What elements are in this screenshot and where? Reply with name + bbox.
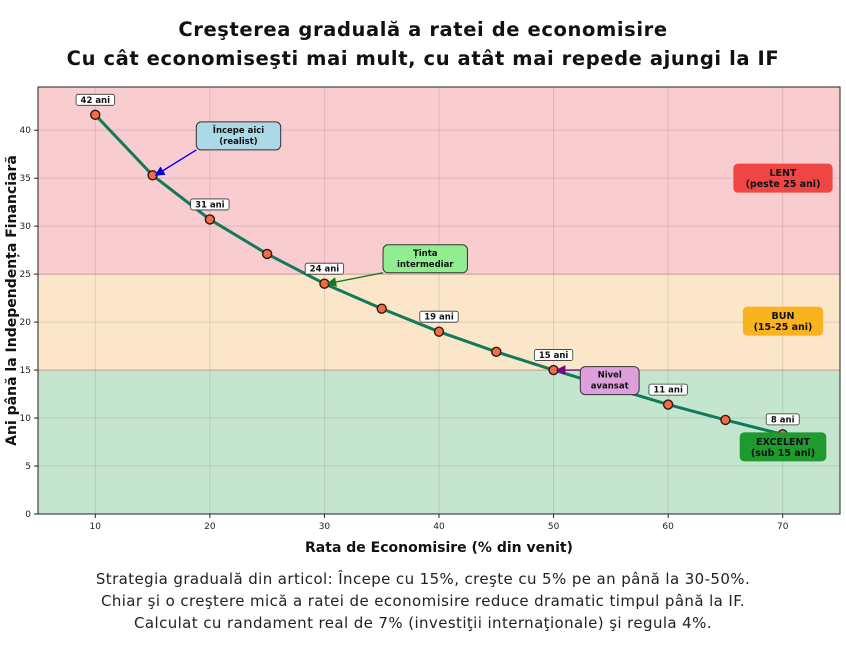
y-tick-label: 10 xyxy=(20,414,32,424)
zone-label-text: EXCELENT xyxy=(756,437,810,448)
y-tick-label: 40 xyxy=(20,126,32,136)
data-point xyxy=(204,214,216,225)
x-tick-label: 10 xyxy=(90,522,102,532)
annotation-text: intermediar xyxy=(397,260,454,270)
footer-line-2: Chiar şi o creştere mică a ratei de econ… xyxy=(100,592,746,610)
annotation-box xyxy=(195,121,282,151)
y-tick-label: 5 xyxy=(25,462,31,472)
annotation-text: Începe aici xyxy=(213,124,265,136)
annotation-box xyxy=(382,244,468,274)
zone-bands xyxy=(38,87,840,514)
point-label-box xyxy=(533,349,574,361)
y-tick-label: 35 xyxy=(20,174,31,184)
zone-labels: LENT(peste 25 ani) BUN(15-25 ani) EXCELENT… xyxy=(733,163,833,462)
point-label: 15 ani xyxy=(539,351,569,361)
point-label-box xyxy=(304,262,345,275)
chart-title: Creşterea graduală a ratei de economisir… xyxy=(178,18,668,41)
zone-label-text: (peste 25 ani) xyxy=(746,179,821,190)
point-labels: 42 ani 31 ani 24 ani 19 ani 15 ani 11 ani 8 an… xyxy=(75,93,800,426)
x-tick-label: 60 xyxy=(662,522,674,532)
x-tick-label: 20 xyxy=(204,522,216,532)
data-point xyxy=(261,248,273,260)
zone-label-text: (sub 15 ani) xyxy=(751,448,815,459)
data-point xyxy=(720,414,731,426)
data-point xyxy=(376,303,387,314)
x-axis-label: Rata de Economisire (% din venit) xyxy=(305,540,573,556)
y-tick-label: 20 xyxy=(20,318,32,328)
y-axis-label: Ani până la Independența Financiară xyxy=(4,155,20,446)
x-tick-label: 30 xyxy=(319,522,331,532)
point-label-box xyxy=(765,413,800,426)
zone-band xyxy=(38,87,840,275)
zone-label-text: BUN xyxy=(772,311,795,322)
x-tick-label: 40 xyxy=(433,522,445,532)
zone-label-box xyxy=(739,432,827,462)
footer-line-3: Calculat cu randament real de 7% (invest… xyxy=(134,614,712,632)
point-label: 8 ani xyxy=(771,415,795,425)
footer-line-1: Strategia graduală din articol: Începe c… xyxy=(95,570,751,588)
chart-subtitle: Cu cât economiseşti mai mult, cu atât ma… xyxy=(66,47,780,70)
annotation-arrow xyxy=(326,272,384,287)
y-tick-label: 25 xyxy=(20,270,31,280)
data-point xyxy=(491,346,502,358)
x-tick-label: 50 xyxy=(548,522,560,532)
point-label: 42 ani xyxy=(81,96,111,106)
annotation-text: (realist) xyxy=(219,137,258,147)
axis-ticks: 10 20 30 40 50 60 70 0 5 10 15 20 25 30 35 40 xyxy=(20,126,789,532)
point-label: 19 ani xyxy=(424,313,454,323)
point-label: 24 ani xyxy=(310,265,340,275)
x-tick-label: 70 xyxy=(777,522,789,532)
zone-label-box xyxy=(733,163,833,193)
annotation-text: Nivel xyxy=(598,371,622,381)
point-label-box xyxy=(190,198,230,211)
y-tick-label: 0 xyxy=(25,510,31,520)
annotation-arrow xyxy=(154,149,197,176)
point-label: 31 ani xyxy=(195,200,225,210)
zone-band xyxy=(38,370,840,514)
y-tick-label: 15 xyxy=(20,366,31,376)
annotation-text: avansat xyxy=(591,382,629,392)
zone-label-text: LENT xyxy=(770,168,797,179)
zone-label-text: (15-25 ani) xyxy=(754,322,813,333)
point-label-box xyxy=(75,93,115,106)
annotation-box xyxy=(579,366,640,396)
y-tick-label: 30 xyxy=(20,222,32,232)
point-label: 11 ani xyxy=(653,386,683,396)
zone-label-box xyxy=(742,306,824,336)
data-point xyxy=(433,326,445,337)
data-point xyxy=(90,109,101,121)
data-point xyxy=(662,399,674,410)
annotation-text: Ținta xyxy=(413,249,438,259)
point-label-box xyxy=(419,310,459,323)
point-label-box xyxy=(648,383,688,396)
